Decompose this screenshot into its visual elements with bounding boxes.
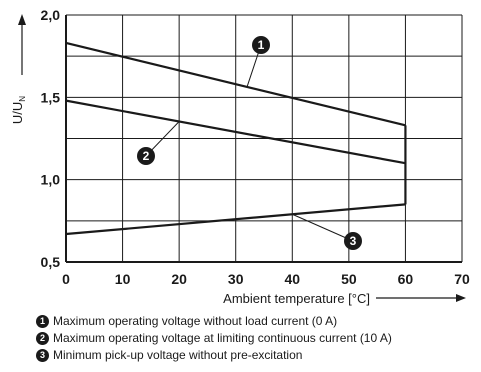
callout-label-2: 2 <box>143 149 150 163</box>
x-tick-label-20: 20 <box>171 271 187 287</box>
legend-badge-3: 3 <box>36 349 49 362</box>
callout-label-1: 1 <box>258 38 265 52</box>
legend-item-1: 1 Maximum operating voltage without load… <box>36 313 392 330</box>
y-tick-label-1,5: 1,5 <box>41 89 61 105</box>
curve-3 <box>65 203 406 236</box>
axes <box>65 15 462 263</box>
callout-marker-1 <box>252 36 270 54</box>
x-tick-label-0: 0 <box>62 271 70 287</box>
y-tick-label-2,0: 2,0 <box>41 7 61 23</box>
callout-leader-3 <box>292 213 354 242</box>
x-tick-label-60: 60 <box>398 271 414 287</box>
x-axis-title: Ambient temperature [°C] <box>223 291 370 306</box>
curve-2 <box>65 99 406 165</box>
x-tick-label-30: 30 <box>228 271 244 287</box>
legend-item-2: 2 Maximum operating voltage at limiting … <box>36 330 392 347</box>
x-tick-label-40: 40 <box>284 271 300 287</box>
y-tick-label-0,5: 0,5 <box>41 254 61 270</box>
x-tick-label-70: 70 <box>454 271 470 287</box>
callout-marker-3 <box>344 232 362 250</box>
x-tick-label-10: 10 <box>115 271 131 287</box>
legend-text-2: Maximum operating voltage at limiting co… <box>53 331 392 345</box>
y-axis-title: U/UN <box>10 96 27 124</box>
legend-text-3: Minimum pick-up voltage without pre-exci… <box>53 348 303 362</box>
chart-area: 1 2 3 0 10 20 30 40 50 60 70 0,5 1,0 1,5 2,0 Ambient t… <box>10 7 470 306</box>
callouts: 1 2 3 <box>137 36 362 250</box>
legend-badge-1: 1 <box>36 315 49 328</box>
legend: 1 Maximum operating voltage without load… <box>36 313 392 364</box>
y-axis-arrow-head <box>18 14 26 25</box>
curve-1 <box>65 41 406 127</box>
legend-text-1: Maximum operating voltage without load c… <box>53 314 338 328</box>
legend-item-3: 3 Minimum pick-up voltage without pre-ex… <box>36 347 392 364</box>
x-axis-arrow-head <box>456 294 466 302</box>
y-axis-title-main: U/U <box>10 102 25 124</box>
legend-badge-2: 2 <box>36 332 49 345</box>
callout-marker-2 <box>137 147 155 165</box>
tick-labels: 0 10 20 30 40 50 60 70 0,5 1,0 1,5 2,0 Ambient tempe… <box>10 7 470 306</box>
x-tick-label-50: 50 <box>341 271 357 287</box>
y-tick-label-1,0: 1,0 <box>41 172 61 188</box>
curves <box>65 41 407 236</box>
callout-label-3: 3 <box>350 234 357 248</box>
y-axis-title-subscript: N <box>18 96 27 102</box>
